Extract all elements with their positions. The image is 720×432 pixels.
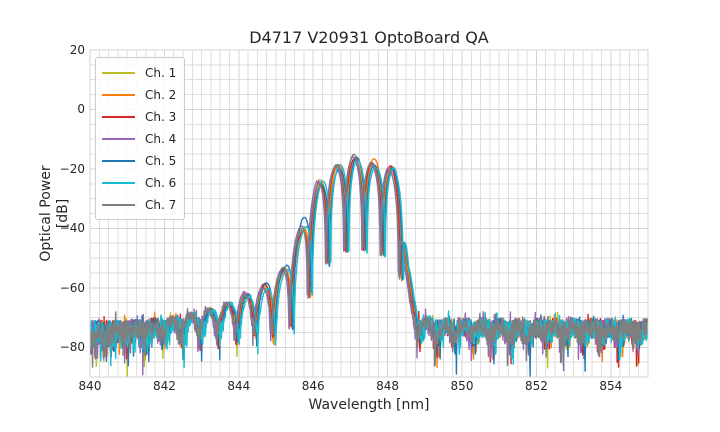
y-tick-label: 0 — [77, 102, 85, 117]
legend-item-label: Ch. 2 — [145, 88, 177, 102]
legend-item: Ch. 2 — [96, 84, 184, 106]
legend-item: Ch. 6 — [96, 172, 184, 194]
legend-item-label: Ch. 7 — [145, 198, 177, 212]
legend-item: Ch. 7 — [96, 194, 184, 216]
x-tick-label: 840 — [78, 379, 102, 393]
legend: Ch. 1 Ch. 2 Ch. 3 Ch. 4 Ch. 5 Ch. 6 Ch. 7 — [95, 57, 185, 220]
x-tick-label: 854 — [599, 379, 623, 393]
legend-item-label: Ch. 1 — [145, 66, 177, 80]
x-axis-label: Wavelength [nm] — [308, 397, 430, 413]
x-tick-label: 844 — [227, 379, 251, 393]
legend-line-swatch — [102, 204, 135, 206]
legend-item-label: Ch. 4 — [145, 132, 177, 146]
y-tick-label: 20 — [69, 43, 85, 57]
traces — [90, 153, 648, 377]
y-tick-label: −80 — [59, 340, 85, 355]
y-tick-label: −60 — [59, 280, 85, 295]
x-tick-label: 850 — [450, 379, 474, 393]
legend-line-swatch — [102, 94, 135, 96]
legend-item-label: Ch. 5 — [145, 154, 177, 168]
trace-ch-7 — [90, 153, 648, 368]
y-tick-label: −20 — [59, 161, 85, 176]
x-tick-label: 848 — [376, 379, 400, 393]
x-tick-label: 842 — [152, 379, 176, 393]
legend-line-swatch — [102, 182, 135, 184]
legend-item: Ch. 4 — [96, 128, 184, 150]
legend-item: Ch. 1 — [96, 62, 184, 84]
plot-border — [89, 49, 649, 378]
legend-line-swatch — [102, 160, 135, 162]
x-tick-label: 846 — [301, 379, 325, 393]
legend-line-swatch — [102, 138, 135, 140]
legend-item-label: Ch. 6 — [145, 176, 177, 190]
legend-line-swatch — [102, 116, 135, 118]
legend-item: Ch. 3 — [96, 106, 184, 128]
legend-item-label: Ch. 3 — [145, 110, 177, 124]
legend-line-swatch — [102, 72, 135, 74]
legend-item: Ch. 5 — [96, 150, 184, 172]
y-tick-label: −40 — [59, 221, 85, 236]
chart-title: D4717 V20931 OptoBoard QA — [249, 28, 489, 47]
x-tick-label: 852 — [524, 379, 548, 393]
